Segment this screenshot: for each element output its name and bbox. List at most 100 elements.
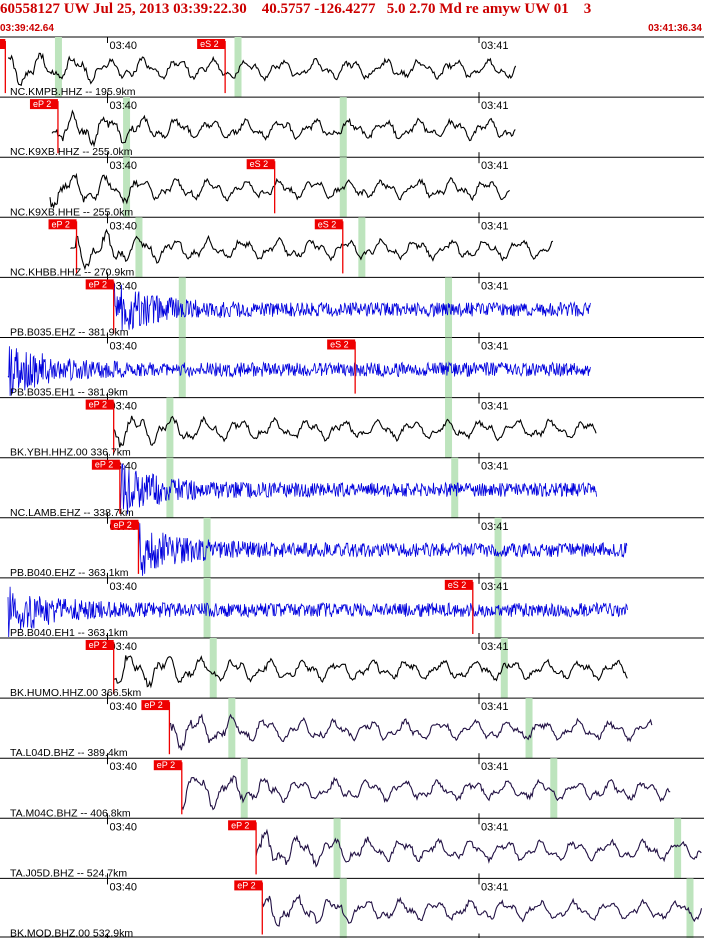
pick-label: eP 2 xyxy=(89,400,107,410)
trace-row: 03:40 03:41 eP 2 BK.MOD.BHZ.00 532.9km xyxy=(0,877,704,938)
pick-label: eP 2 xyxy=(95,460,113,470)
waveform-trace xyxy=(51,109,516,148)
minute-tick-label: 03:41 xyxy=(481,881,509,893)
phase-highlight xyxy=(686,878,694,938)
event-title: 60558127 UW Jul 25, 2013 03:39:22.30 40.… xyxy=(0,1,592,17)
trace-row: 03:40 03:41 eS 2 PB.B040.EH1 -- 363.1km xyxy=(0,577,704,639)
pick-flag xyxy=(234,880,263,891)
phase-highlight xyxy=(234,37,242,98)
waveform-trace xyxy=(181,775,671,811)
trace-row: 03:40 03:41 eP 2 TA.L04D.BHZ -- 389.4km xyxy=(0,697,704,759)
minute-tick-label: 03:40 xyxy=(109,881,137,893)
pick-flag xyxy=(29,99,58,110)
minute-tick-label: 03:40 xyxy=(109,821,137,833)
pick-label: eS 2 xyxy=(318,219,337,229)
phase-highlight xyxy=(445,277,453,338)
minute-tick-label: 03:40 xyxy=(109,761,137,773)
station-label: NC.K9XB.HHE -- 255.0km xyxy=(10,206,133,218)
pick-label: eP 2 xyxy=(237,880,255,890)
pick-label: eP 2 xyxy=(33,99,51,109)
pick-label: eP 2 xyxy=(231,820,249,830)
minute-tick-label: 03:40 xyxy=(109,160,137,172)
trace-row: 03:40 03:41 eS 2 NC.K9XB.HHE -- 255.0km xyxy=(0,156,704,218)
trace-row: 03:40 03:41 eP 2 BK.YBH.HHZ.00 336.7km xyxy=(0,397,704,459)
pick-flag xyxy=(85,399,114,410)
pick-flag xyxy=(110,519,139,530)
phase-highlight xyxy=(123,97,131,158)
pick-flag xyxy=(327,339,356,350)
station-label: NC.K9XB.HHZ -- 255.0km xyxy=(10,146,133,158)
minute-tick-label: 03:40 xyxy=(109,280,137,292)
pick-flag xyxy=(91,459,120,470)
minute-tick-label: 03:41 xyxy=(481,40,509,52)
phase-highlight xyxy=(178,337,186,398)
station-label: TA.L04D.BHZ -- 389.4km xyxy=(10,747,128,759)
minute-tick-label: 03:40 xyxy=(109,341,137,353)
minute-tick-label: 03:41 xyxy=(481,401,509,413)
station-label: NC.KHBB.HHZ -- 270.9km xyxy=(10,266,135,278)
phase-highlight xyxy=(674,818,682,879)
phase-highlight xyxy=(135,217,143,278)
minute-tick-label: 03:41 xyxy=(481,641,509,653)
phase-highlight xyxy=(525,698,533,759)
minute-tick-label: 03:41 xyxy=(481,160,509,172)
phase-highlight xyxy=(203,577,211,638)
minute-tick-label: 03:41 xyxy=(481,821,509,833)
pick-flag xyxy=(141,700,170,711)
trace-row: 03:40 03:41 eS 2 PB.B035.EH1 -- 381.9km xyxy=(0,337,704,399)
station-label: BK.MOD.BHZ.00 532.9km xyxy=(10,928,133,938)
pick-flag xyxy=(228,820,257,831)
minute-tick-label: 03:40 xyxy=(109,581,137,593)
pick-label: eS 2 xyxy=(448,580,467,590)
phase-highlight xyxy=(445,397,453,458)
minute-tick-label: 03:41 xyxy=(481,581,509,593)
pick-label: eP 2 xyxy=(89,640,107,650)
waveform-trace xyxy=(255,828,702,868)
pick-flag xyxy=(444,579,473,590)
phase-highlight xyxy=(123,157,131,218)
station-label: NC.LAMB.EHZ -- 338.7km xyxy=(10,507,134,519)
waveform-trace xyxy=(119,463,597,515)
station-label: BK.YBH.HHZ.00 336.7km xyxy=(10,447,131,459)
station-label: PB.B040.EH1 -- 363.1km xyxy=(10,627,128,639)
station-label: TA.J05D.BHZ -- 524.7km xyxy=(10,867,127,879)
pick-flag xyxy=(85,279,114,290)
phase-highlight xyxy=(54,37,62,98)
minute-tick-label: 03:40 xyxy=(109,701,137,713)
waveform-trace xyxy=(113,415,597,448)
window-start-time: 03:39:42.64 xyxy=(0,23,54,34)
station-label: PB.B040.EHZ -- 363.1km xyxy=(10,567,129,579)
waveform-trace xyxy=(49,172,510,210)
phase-highlight xyxy=(228,698,236,759)
waveform-trace xyxy=(113,283,591,331)
pick-label: eP 2 xyxy=(52,219,70,229)
waveform-trace xyxy=(261,893,703,927)
phase-highlight xyxy=(550,758,558,819)
window-end-time: 03:41:36.34 xyxy=(648,23,702,34)
pick-label: eS 2 xyxy=(200,39,219,49)
minute-tick-label: 03:41 xyxy=(481,521,509,533)
phase-highlight xyxy=(500,638,508,699)
station-label: BK.HUMO.HHZ.00 366.5km xyxy=(10,687,142,699)
minute-tick-label: 03:41 xyxy=(481,461,509,473)
phase-highlight xyxy=(166,397,174,458)
pick-label: eP 2 xyxy=(144,700,162,710)
pick-flag xyxy=(197,39,226,49)
trace-row: 03:40 03:41 eP 2 BK.HUMO.HHZ.00 366.5km xyxy=(0,637,704,699)
waveform-trace xyxy=(169,713,653,751)
pick-label: eS 2 xyxy=(330,340,349,350)
station-label: NC.KMPB.HHZ -- 195.9km xyxy=(10,86,136,98)
pick-flag xyxy=(48,219,77,230)
pick-label: eS 2 xyxy=(250,159,269,169)
pick-flag xyxy=(153,760,182,771)
minute-tick-label: 03:40 xyxy=(109,641,137,653)
phase-highlight xyxy=(209,638,217,699)
seismogram-record-section: 03:40 03:41 eP 2 eS 2 NC.KMPB.HHZ -- 195.9km… xyxy=(0,36,704,938)
waveform-trace xyxy=(113,655,628,689)
pick-label: eP 2 xyxy=(157,760,175,770)
trace-row: 03:40 03:41 eP 2 eS 2 NC.KHBB.HHZ -- 270.9km xyxy=(0,216,704,278)
trace-row: 03:40 03:41 eP 2 TA.J05D.BHZ -- 524.7km xyxy=(0,817,704,879)
minute-tick-label: 03:41 xyxy=(481,341,509,353)
